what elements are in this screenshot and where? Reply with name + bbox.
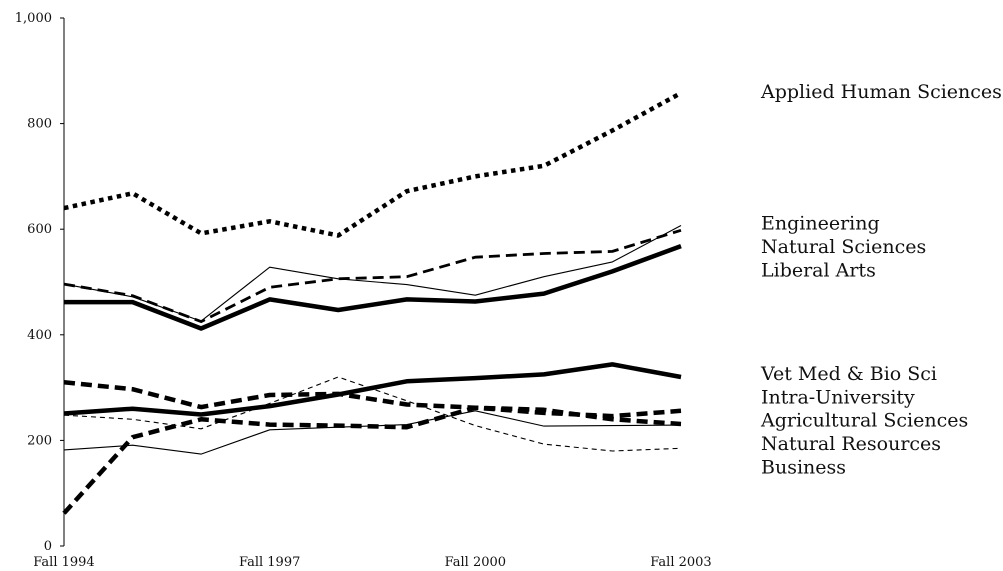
legend-label-business: Business bbox=[761, 456, 846, 478]
y-tick-label: 200 bbox=[27, 433, 52, 448]
series-line-natural-sciences bbox=[63, 228, 682, 324]
legend: Applied Human SciencesEngineeringNatural… bbox=[760, 81, 1002, 478]
legend-label-applied-human-sciences: Applied Human Sciences bbox=[760, 81, 1002, 103]
y-tick-label: 0 bbox=[44, 539, 52, 554]
y-tick-label: 1,000 bbox=[15, 11, 52, 26]
series-line-natural-resources bbox=[63, 376, 682, 452]
series-line-business bbox=[63, 410, 682, 455]
legend-label-vet-med-bio-sci: Vet Med & Bio Sci bbox=[760, 363, 937, 385]
y-tick-label: 600 bbox=[27, 222, 52, 237]
x-tick-label: Fall 2000 bbox=[445, 555, 506, 570]
series-lines bbox=[62, 91, 683, 515]
x-tick-label: Fall 2003 bbox=[650, 555, 711, 570]
legend-label-intra-university: Intra-University bbox=[761, 387, 915, 409]
legend-label-liberal-arts: Liberal Arts bbox=[761, 259, 876, 281]
legend-label-agricultural-sciences: Agricultural Sciences bbox=[760, 409, 968, 431]
x-axis-ticks: Fall 1994 Fall 1997 Fall 2000 Fall 2003 bbox=[33, 555, 711, 570]
series-line-agricultural-sciences bbox=[62, 405, 682, 515]
x-tick-label: Fall 1994 bbox=[33, 555, 94, 570]
y-axis-ticks: 0 200 400 600 800 1,000 bbox=[15, 11, 64, 554]
series-line-applied-human-sciences bbox=[63, 91, 683, 238]
legend-label-natural-resources: Natural Resources bbox=[761, 433, 941, 455]
series-line-vet-med-bio-sci bbox=[63, 362, 682, 417]
series-line-liberal-arts bbox=[64, 243, 682, 331]
legend-label-engineering: Engineering bbox=[761, 212, 880, 234]
legend-label-natural-sciences: Natural Sciences bbox=[761, 236, 926, 258]
x-tick-label: Fall 1997 bbox=[239, 555, 300, 570]
y-tick-label: 800 bbox=[27, 117, 52, 132]
y-tick-label: 400 bbox=[27, 328, 52, 343]
